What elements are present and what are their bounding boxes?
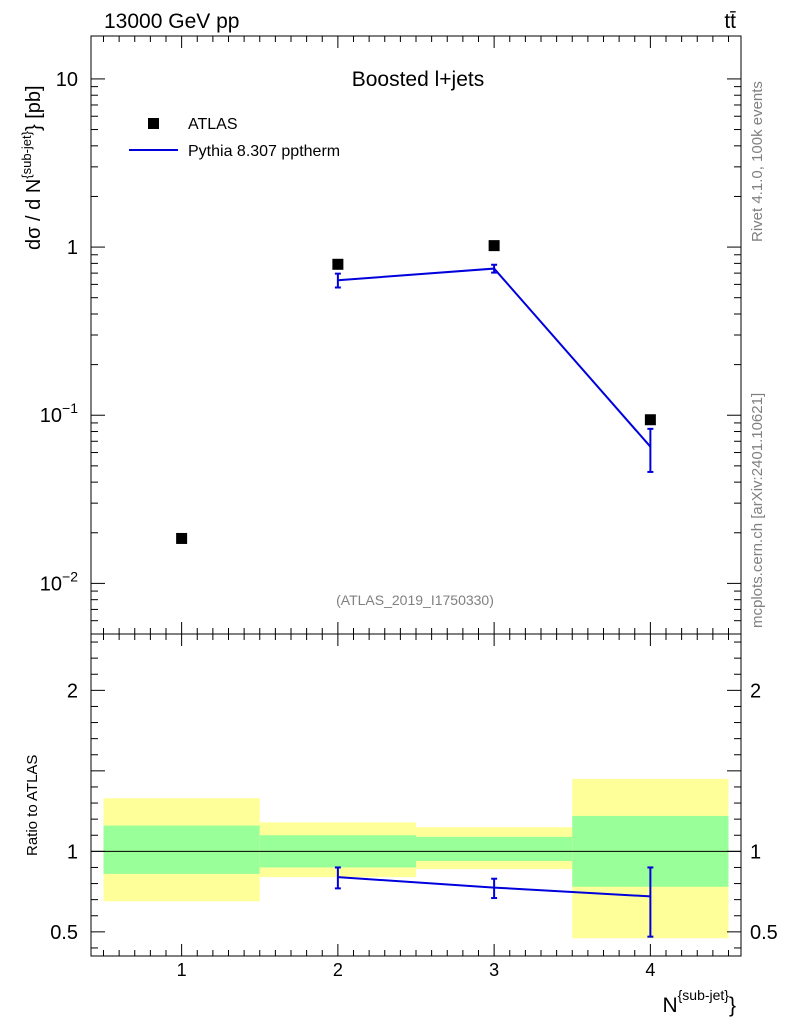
mcplots-text: mcplots.cern.ch [arXiv:2401.10621] (749, 393, 766, 628)
pythia-line (337, 267, 652, 448)
y-tick-label-3: 10−1 (40, 400, 78, 427)
ratio-axis-label: Ratio to ATLAS (24, 755, 41, 856)
main-marks (176, 240, 656, 544)
y-tick-base: 10 (40, 405, 62, 427)
legend-pythia-label: Pythia 8.307 pptherm (188, 143, 340, 160)
energy-label: 13000 GeV pp (104, 10, 239, 33)
analysis-id: (ATLAS_2019_I1750330) (336, 592, 494, 608)
ratio-band-green-1 (103, 825, 260, 874)
y-axis-label-tail: } [pb] (23, 85, 45, 131)
ratio-tick-label-right-3: 0.5 (750, 922, 778, 944)
atlas-point-2 (332, 258, 344, 270)
y-axis-label-main: dσ / d N (23, 179, 45, 250)
x-axis-label-sup: {sub-jet} (678, 987, 730, 1003)
x-axis-label-close: } (729, 994, 736, 1017)
ratio-tick-label-left-1: 2 (67, 680, 78, 702)
x-axis-label: N{sub-jet}} (662, 987, 736, 1017)
y-tick-label-4: 10−2 (40, 568, 78, 595)
x-tick-label-2: 2 (333, 960, 343, 980)
y-tick-label-2: 1 (67, 237, 78, 259)
x-axis-label-main: N (662, 994, 677, 1017)
legend-atlas-marker (148, 118, 159, 129)
process-label: tt̄ (724, 10, 736, 33)
ratio-tick-label-right-1: 2 (750, 680, 761, 702)
atlas-point-4 (644, 414, 656, 426)
y-tick-exponent: −2 (62, 568, 78, 584)
y-axis-label: dσ / d N{sub-jet}} [pb] (19, 85, 45, 250)
atlas-point-1 (176, 532, 188, 544)
atlas-point-3 (488, 240, 500, 252)
ratio-band-green-3 (416, 836, 573, 862)
y-tick-label-1: 10 (56, 69, 78, 91)
y-tick-exponent: −1 (62, 400, 78, 416)
legend: ATLAS Pythia 8.307 pptherm (129, 116, 340, 160)
ratio-tick-label-left-3: 0.5 (50, 922, 78, 944)
ratio-tick-label-right-2: 1 (750, 841, 761, 863)
x-tick-label-4: 4 (645, 960, 655, 980)
plot-title: Boosted l+jets (352, 68, 485, 91)
ratio-tick-label-left-2: 1 (67, 841, 78, 863)
x-tick-label-3: 3 (489, 960, 499, 980)
legend-atlas-label: ATLAS (188, 116, 238, 133)
y-axis-label-sup: {sub-jet} (19, 130, 34, 178)
ratio-marks (334, 866, 654, 938)
ratio-bands (91, 778, 741, 939)
x-tick-label-1: 1 (177, 960, 187, 980)
axis-ticks (91, 36, 741, 956)
y-tick-base: 10 (40, 573, 62, 595)
rivet-version-text: Rivet 4.1.0, 100k events (749, 81, 766, 242)
